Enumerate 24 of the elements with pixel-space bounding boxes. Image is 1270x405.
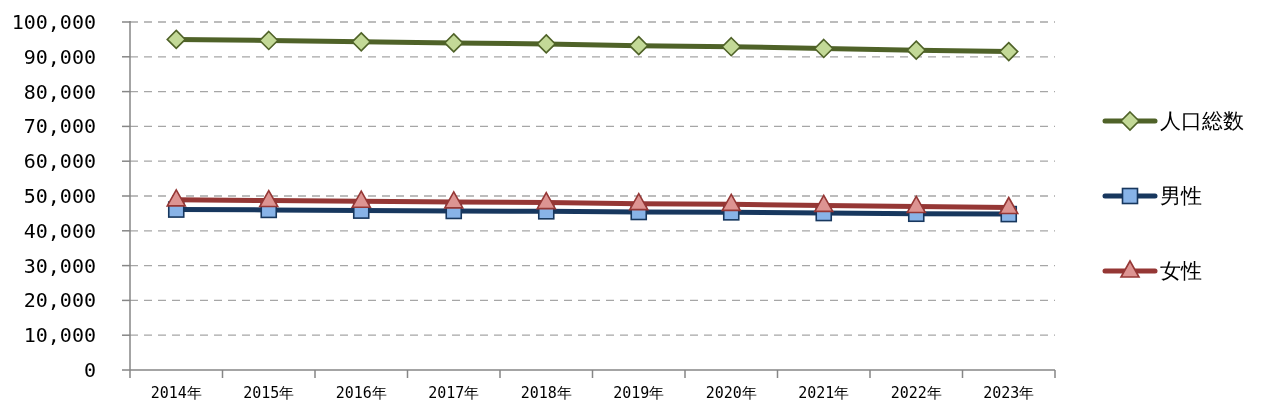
x-tick-label: 2017年 <box>428 384 480 402</box>
x-tick-label: 2020年 <box>705 384 757 402</box>
y-tick-label: 80,000 <box>23 79 96 104</box>
y-tick-label: 50,000 <box>23 184 96 208</box>
legend-label: 女性 <box>1160 259 1202 283</box>
x-tick-label: 2019年 <box>613 384 665 402</box>
y-tick-label: 20,000 <box>23 288 96 313</box>
legend-label: 人口総数 <box>1160 109 1244 133</box>
y-tick-label: 70,000 <box>23 114 96 139</box>
y-tick-label: 100,000 <box>11 10 96 34</box>
y-tick-label: 10,000 <box>23 323 96 348</box>
x-tick-label: 2015年 <box>243 384 295 402</box>
x-tick-label: 2021年 <box>798 384 850 402</box>
y-tick-label: 60,000 <box>23 149 96 174</box>
y-tick-label: 30,000 <box>23 253 96 278</box>
x-tick-label: 2022年 <box>890 384 942 402</box>
y-tick-label: 0 <box>83 358 96 382</box>
x-tick-label: 2018年 <box>520 384 572 402</box>
legend-label: 男性 <box>1160 184 1202 208</box>
y-tick-label: 90,000 <box>23 44 96 69</box>
x-tick-label: 2014年 <box>150 384 202 402</box>
x-tick-label: 2023年 <box>983 384 1035 402</box>
x-tick-label: 2016年 <box>335 384 387 402</box>
y-tick-label: 40,000 <box>23 218 96 243</box>
